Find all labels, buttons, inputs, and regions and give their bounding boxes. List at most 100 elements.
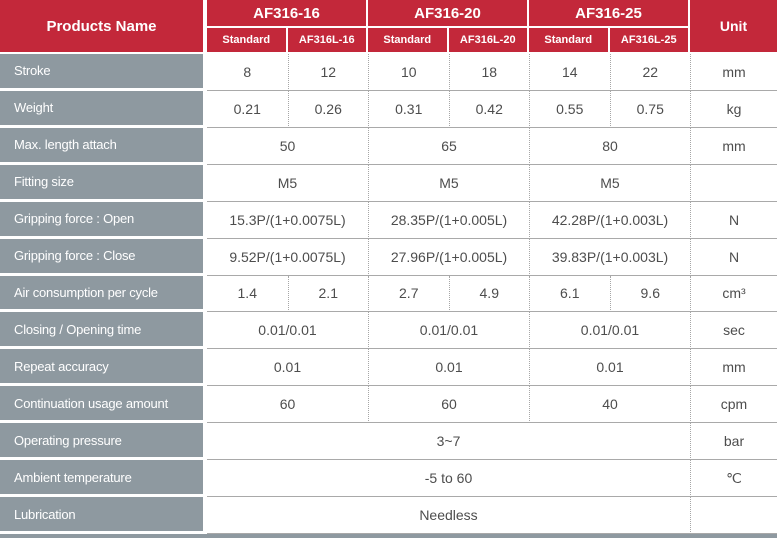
label-gap xyxy=(203,127,207,165)
products-name-header: Products Name xyxy=(0,0,203,52)
table-row: Repeat accuracy 0.01 0.01 0.01 mm xyxy=(0,349,777,387)
cell-value: 0.01 xyxy=(529,349,690,387)
cell-unit xyxy=(690,497,777,534)
cell-value: 9.6 xyxy=(609,275,690,313)
subheader-cell: Standard xyxy=(368,28,447,52)
label-gap xyxy=(203,460,207,498)
group-subrow: Standard AF316L-16 xyxy=(207,28,366,52)
label-gap xyxy=(203,164,207,202)
cell-value: 80 xyxy=(529,127,690,165)
cell-value: 8 xyxy=(207,54,288,91)
header-group: AF316-25 Standard AF316L-25 xyxy=(529,0,690,52)
subheader-cell: Standard xyxy=(529,28,608,52)
label-gap xyxy=(203,386,207,424)
label-gap xyxy=(203,54,207,91)
cell-unit: cpm xyxy=(690,386,777,424)
cell-value: 39.83P/(1+0.003L) xyxy=(529,238,690,276)
cell-value: 65 xyxy=(368,127,529,165)
row-label: Gripping force : Open xyxy=(0,201,203,236)
table-row: Fitting size M5 M5 M5 xyxy=(0,164,777,202)
cell-unit: bar xyxy=(690,423,777,461)
cell-value: Needless xyxy=(207,497,690,534)
cell-value: 0.31 xyxy=(368,90,449,128)
cell-value: 0.75 xyxy=(609,90,690,128)
group-title: AF316-25 xyxy=(529,0,688,28)
cell-value: 27.96P/(1+0.005L) xyxy=(368,238,529,276)
table-bottom-border xyxy=(0,534,777,538)
cell-unit: mm xyxy=(690,54,777,91)
label-gap xyxy=(203,497,207,534)
cell-value: 28.35P/(1+0.005L) xyxy=(368,201,529,239)
cell-value: M5 xyxy=(207,164,368,202)
group-title: AF316-16 xyxy=(207,0,366,28)
cell-value: 0.01/0.01 xyxy=(368,312,529,350)
cell-value: 0.55 xyxy=(529,90,610,128)
label-gap xyxy=(203,312,207,350)
cell-value: 15.3P/(1+0.0075L) xyxy=(207,201,368,239)
label-gap xyxy=(203,201,207,239)
subheader-cell: AF316L-20 xyxy=(446,28,527,52)
cell-unit: sec xyxy=(690,312,777,350)
table-row: Weight 0.21 0.26 0.31 0.42 0.55 0.75 kg xyxy=(0,90,777,128)
row-label: Weight xyxy=(0,90,203,125)
cell-value: 1.4 xyxy=(207,275,288,313)
cell-value: 0.42 xyxy=(448,90,529,128)
label-gap xyxy=(203,90,207,128)
cell-value: 60 xyxy=(368,386,529,424)
label-gap xyxy=(203,423,207,461)
row-label: Repeat accuracy xyxy=(0,349,203,384)
subheader-cell: AF316L-25 xyxy=(607,28,688,52)
cell-value: 50 xyxy=(207,127,368,165)
table-row: Gripping force : Open 15.3P/(1+0.0075L) 28… xyxy=(0,201,777,239)
cell-unit xyxy=(690,164,777,202)
cell-value: 22 xyxy=(609,54,690,91)
table-row: Closing / Opening time 0.01/0.01 0.01/0.01… xyxy=(0,312,777,350)
cell-value: 3~7 xyxy=(207,423,690,461)
cell-unit: N xyxy=(690,238,777,276)
row-label: Lubrication xyxy=(0,497,203,531)
table-row: Continuation usage amount 60 60 40 cpm xyxy=(0,386,777,424)
label-gap xyxy=(203,275,207,313)
cell-value: 60 xyxy=(207,386,368,424)
cell-unit: cm³ xyxy=(690,275,777,313)
row-label: Stroke xyxy=(0,54,203,88)
cell-unit: ℃ xyxy=(690,460,777,498)
table-header: Products Name AF316-16 Standard AF316L-16 A… xyxy=(0,0,777,52)
table-row: Lubrication Needless xyxy=(0,497,777,534)
cell-value: 2.7 xyxy=(368,275,449,313)
cell-value: 2.1 xyxy=(287,275,368,313)
row-label: Operating pressure xyxy=(0,423,203,458)
row-label: Continuation usage amount xyxy=(0,386,203,421)
cell-value: 18 xyxy=(448,54,529,91)
group-title: AF316-20 xyxy=(368,0,527,28)
row-label: Ambient temperature xyxy=(0,460,203,495)
cell-value: 42.28P/(1+0.003L) xyxy=(529,201,690,239)
cell-value: M5 xyxy=(368,164,529,202)
table-row: Gripping force : Close 9.52P/(1+0.0075L) 2… xyxy=(0,238,777,276)
cell-value: 9.52P/(1+0.0075L) xyxy=(207,238,368,276)
cell-value: 0.21 xyxy=(207,90,288,128)
table-row: Stroke 8 12 10 18 14 22 mm xyxy=(0,54,777,91)
cell-value: 0.01 xyxy=(207,349,368,387)
header-gap xyxy=(203,0,207,52)
cell-value: 0.26 xyxy=(287,90,368,128)
row-label: Fitting size xyxy=(0,164,203,199)
table-row: Max. length attach 50 65 80 mm xyxy=(0,127,777,165)
subheader-cell: AF316L-16 xyxy=(285,28,366,52)
cell-unit: N xyxy=(690,201,777,239)
cell-value: M5 xyxy=(529,164,690,202)
group-subrow: Standard AF316L-25 xyxy=(529,28,688,52)
cell-unit: mm xyxy=(690,127,777,165)
header-group: AF316-20 Standard AF316L-20 xyxy=(368,0,529,52)
header-group: AF316-16 Standard AF316L-16 xyxy=(207,0,368,52)
cell-value: -5 to 60 xyxy=(207,460,690,498)
cell-value: 0.01/0.01 xyxy=(207,312,368,350)
row-label: Air consumption per cycle xyxy=(0,275,203,310)
cell-value: 0.01/0.01 xyxy=(529,312,690,350)
cell-value: 0.01 xyxy=(368,349,529,387)
table-row: Operating pressure 3~7 bar xyxy=(0,423,777,461)
cell-value: 4.9 xyxy=(448,275,529,313)
cell-value: 40 xyxy=(529,386,690,424)
cell-value: 6.1 xyxy=(529,275,610,313)
